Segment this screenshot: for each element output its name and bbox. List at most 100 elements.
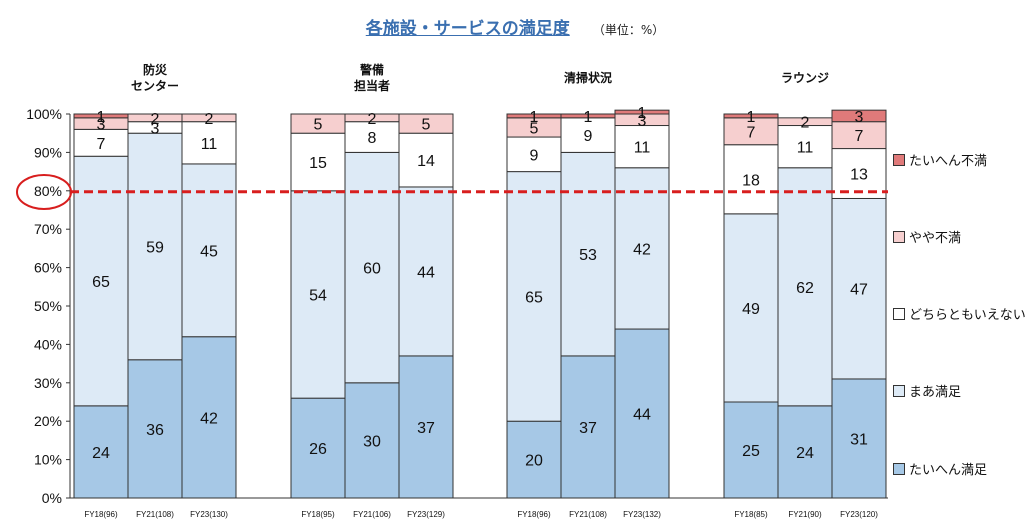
bar-segment <box>831 197 887 380</box>
legend-swatch <box>893 463 905 475</box>
bar-segment <box>777 167 833 407</box>
data-label: 3 <box>638 113 647 130</box>
legend-label: たいへん満足 <box>909 463 988 478</box>
x-tick-label: FY18(95) <box>301 510 335 519</box>
data-label: 1 <box>584 109 593 126</box>
data-label: 1 <box>97 109 106 126</box>
data-label: 18 <box>742 172 760 189</box>
bar-segment <box>181 336 237 499</box>
bar-segment <box>127 132 183 361</box>
bar-segment <box>73 405 129 499</box>
data-label: 26 <box>309 441 327 458</box>
data-label: 44 <box>633 407 651 424</box>
bar-segment <box>506 171 562 422</box>
data-label: 42 <box>633 241 651 258</box>
legend-item: たいへん満足 <box>893 459 987 478</box>
bar-segment <box>560 151 616 357</box>
bar-segment <box>181 121 237 165</box>
data-label: 65 <box>525 289 543 306</box>
data-label: 2 <box>205 111 214 128</box>
x-tick-label: FY21(108) <box>569 510 607 519</box>
legend-item: まあ満足 <box>893 381 961 400</box>
data-label: 1 <box>530 109 539 126</box>
legend-label: まあ満足 <box>909 385 962 400</box>
y-tick-label: 10% <box>34 452 62 468</box>
data-label: 53 <box>579 247 597 264</box>
bar-segment <box>831 109 887 123</box>
legend-label: やや不満 <box>909 231 962 246</box>
data-label: 2 <box>368 111 377 128</box>
data-label: 30 <box>363 433 381 450</box>
y-tick-label: 40% <box>34 336 62 352</box>
data-label: 59 <box>146 239 164 256</box>
data-label: 3 <box>97 117 106 134</box>
group-label-line: 警備 <box>359 63 384 77</box>
data-label: 13 <box>850 167 868 184</box>
bar-segment <box>777 405 833 499</box>
y-tick-label: 70% <box>34 221 62 237</box>
data-label: 5 <box>530 120 539 137</box>
legend-swatch <box>893 385 905 397</box>
bar-segment <box>614 109 670 115</box>
data-label: 14 <box>417 153 435 170</box>
legend-label: たいへん不満 <box>909 154 988 169</box>
data-label: 25 <box>742 443 760 460</box>
data-label: 5 <box>422 117 431 134</box>
data-label: 36 <box>146 422 164 439</box>
legend-swatch <box>893 308 905 320</box>
data-label: 15 <box>309 155 327 172</box>
group-label: 警備 担当者 <box>312 62 432 94</box>
reference-circle <box>16 174 72 210</box>
group-label-line: 防災 <box>142 63 167 77</box>
bar-segment <box>344 382 400 499</box>
legend-label: どちらともいえない <box>909 308 1026 323</box>
data-label: 37 <box>579 420 597 437</box>
bar-segment <box>290 190 346 399</box>
data-label: 3 <box>151 120 160 137</box>
bar-segment <box>398 132 454 188</box>
y-tick-label: 30% <box>34 375 62 391</box>
data-label: 62 <box>796 280 814 297</box>
bar-segment <box>398 186 454 357</box>
data-label: 9 <box>584 128 593 145</box>
bar-segment <box>723 401 779 499</box>
data-label: 7 <box>97 136 106 153</box>
data-label: 24 <box>92 445 110 462</box>
x-tick-label: FY23(129) <box>407 510 445 519</box>
group-label-line: ラウンジ <box>780 71 829 85</box>
bar-segment <box>723 144 779 215</box>
legend-item: どちらともいえない <box>893 304 1026 323</box>
y-tick-label: 20% <box>34 413 62 429</box>
x-tick-label: FY23(130) <box>190 510 228 519</box>
data-label: 11 <box>797 140 814 157</box>
y-tick-label: 60% <box>34 260 62 276</box>
chart-title: 各施設・サービスの満足度 <box>365 19 570 39</box>
bar-segment <box>181 113 237 123</box>
bar-segment <box>614 125 670 169</box>
data-label: 1 <box>638 105 647 122</box>
legend-item: やや不満 <box>893 227 961 246</box>
group-label-line: センター <box>130 79 179 93</box>
x-tick-label: FY23(120) <box>840 510 878 519</box>
unit-label: （単位：%） <box>592 23 665 37</box>
data-label: 11 <box>634 140 651 157</box>
data-label: 3 <box>855 109 864 126</box>
bar-segment <box>723 117 779 146</box>
bar-segment <box>614 328 670 499</box>
y-tick-label: 80% <box>34 183 62 199</box>
data-label: 5 <box>314 117 323 134</box>
group-label: 清掃状況 <box>528 70 648 86</box>
data-label: 20 <box>525 453 543 470</box>
legend-swatch <box>893 154 905 166</box>
x-tick-label: FY21(106) <box>353 510 391 519</box>
bar-segment <box>73 155 129 407</box>
data-label: 60 <box>363 261 381 278</box>
bar-segment <box>290 397 346 499</box>
bar-segment <box>831 121 887 150</box>
data-label: 31 <box>850 431 868 448</box>
bar-segment <box>723 113 779 119</box>
x-tick-label: FY18(85) <box>734 510 768 519</box>
y-tick-label: 100% <box>26 106 62 122</box>
data-label: 8 <box>368 130 377 147</box>
